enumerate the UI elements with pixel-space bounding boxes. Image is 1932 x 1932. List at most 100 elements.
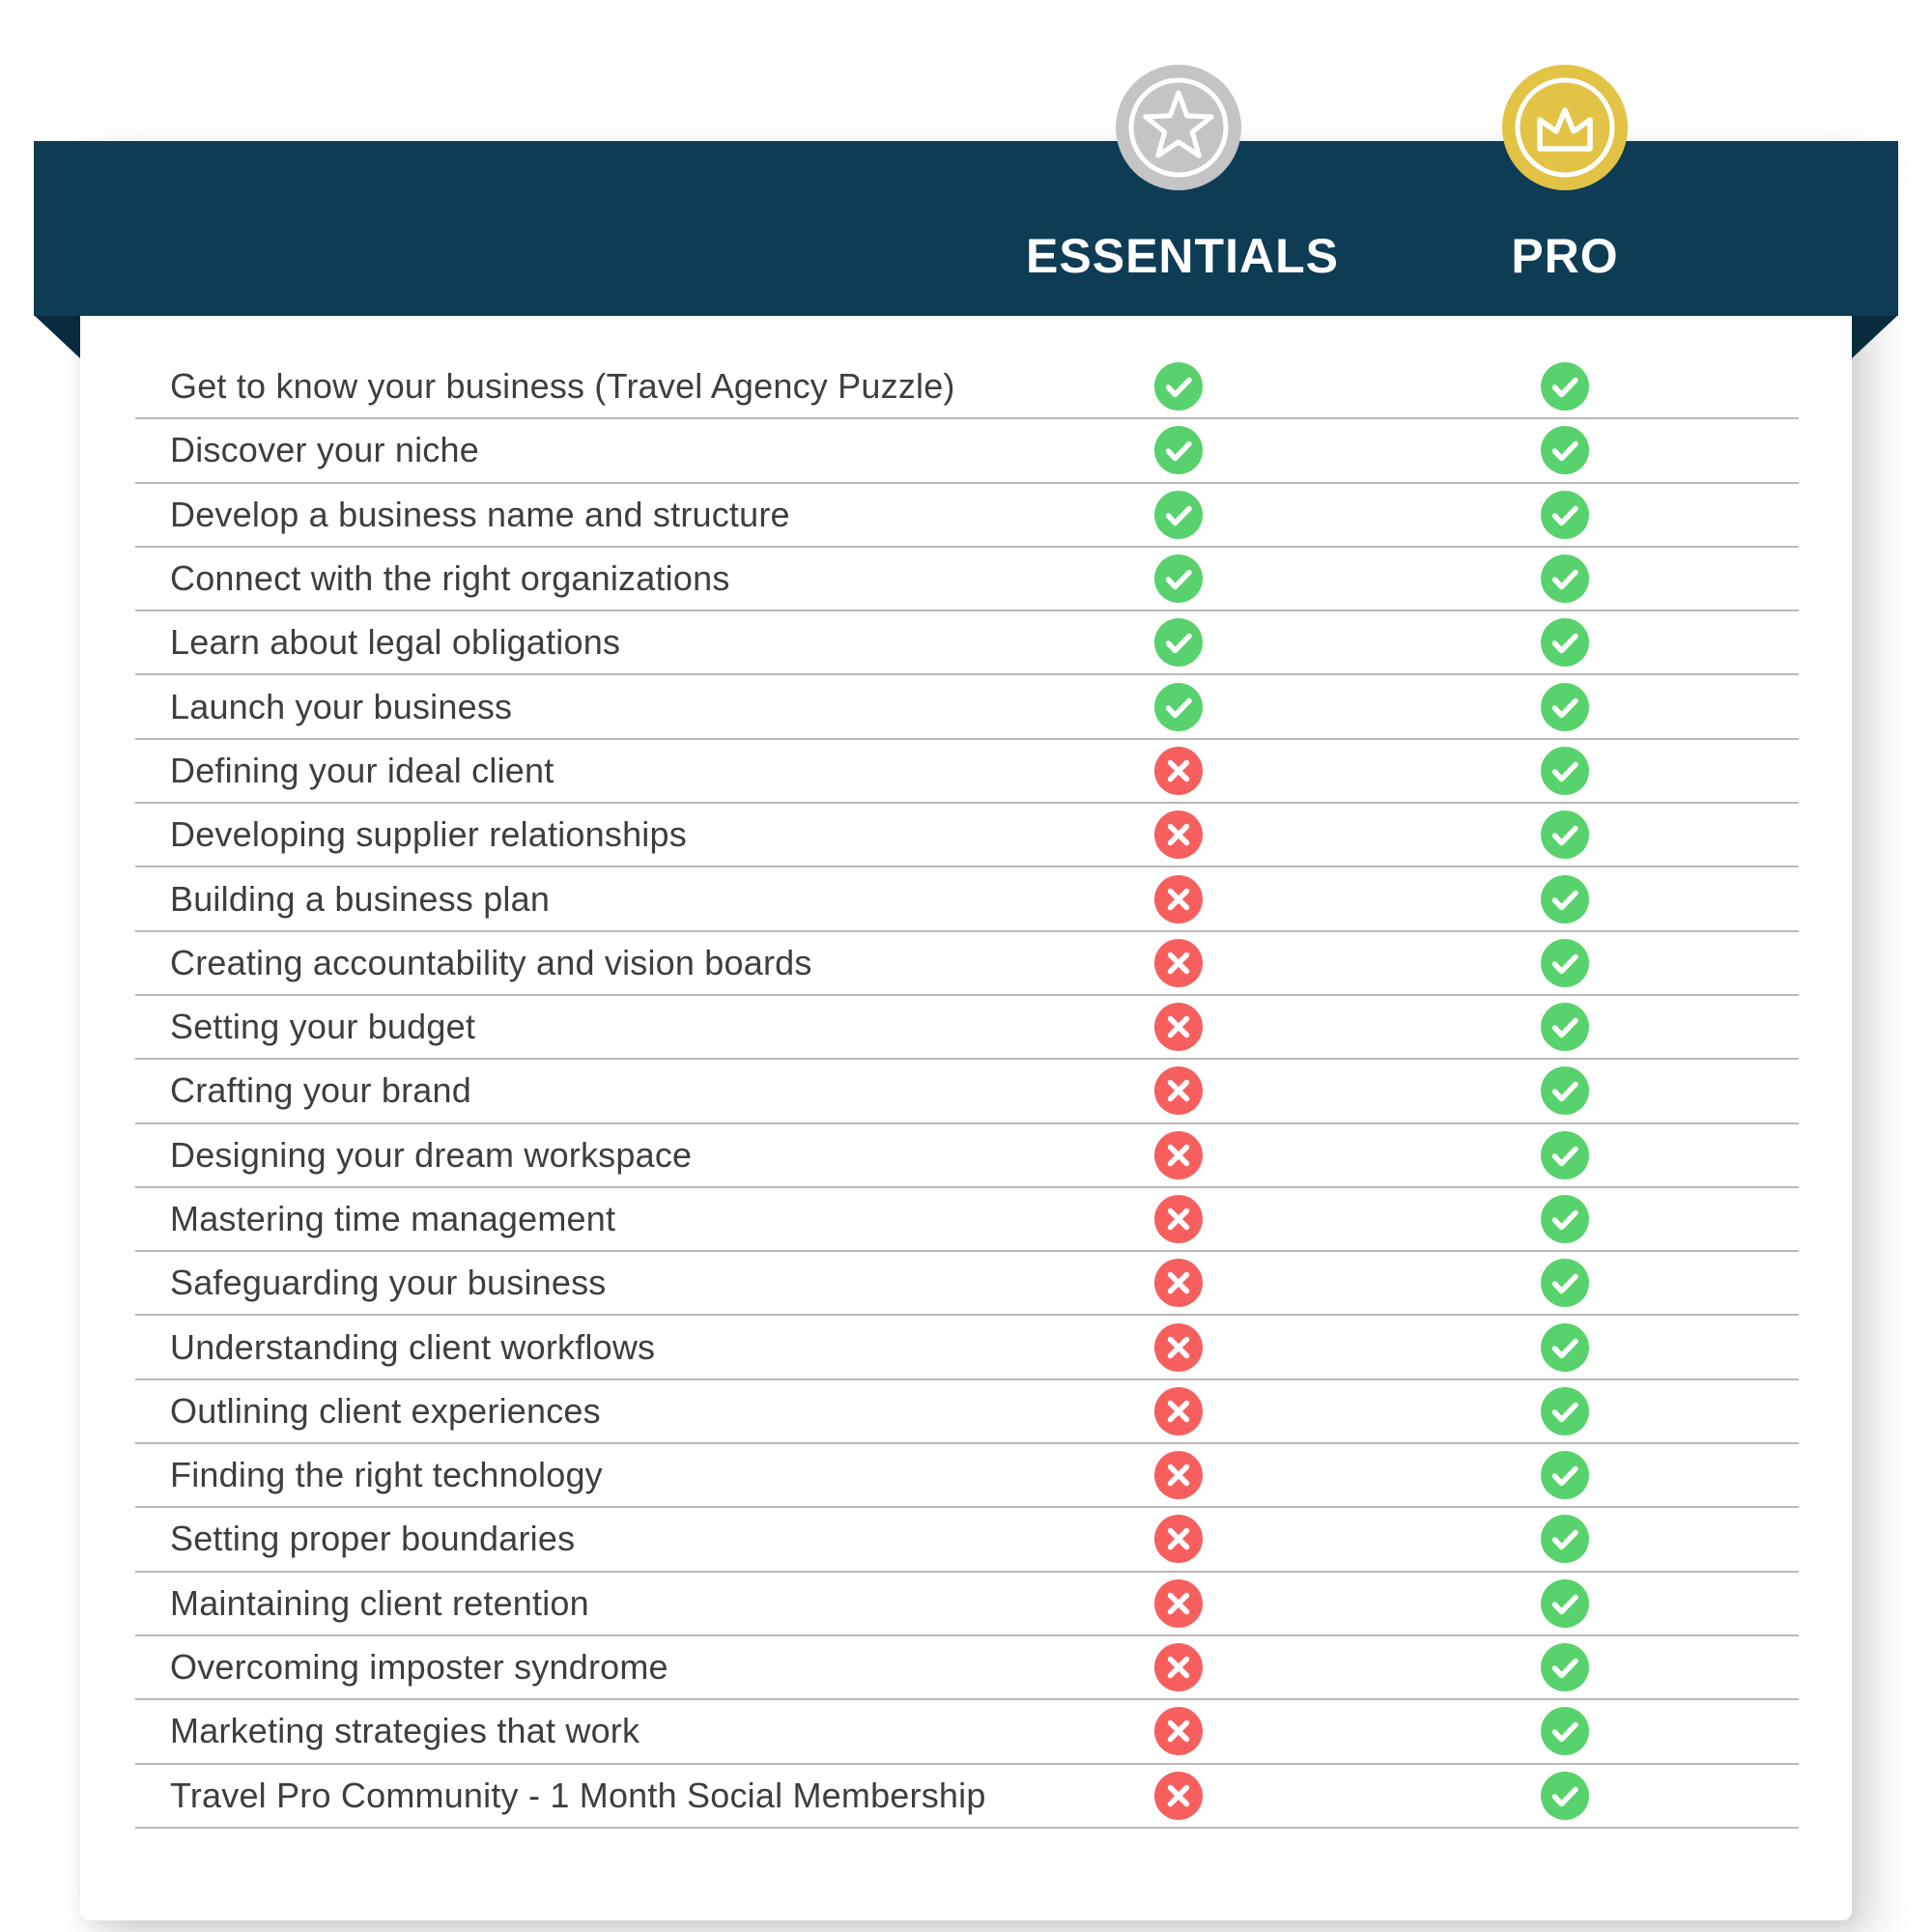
check-icon [1541,682,1589,731]
feature-label: Connect with the right organizations [170,558,730,599]
table-row: Defining your ideal client [135,740,1799,805]
feature-label: Defining your ideal client [170,750,554,790]
check-icon [1541,490,1589,539]
check-icon [1541,810,1589,860]
cross-icon [1154,746,1203,795]
check-icon [1541,1322,1589,1372]
essentials-status [1154,1578,1203,1628]
cross-icon [1154,1259,1203,1308]
pro-status [1541,1130,1589,1179]
pro-status [1541,1066,1589,1116]
check-icon [1541,426,1589,475]
check-icon [1541,1066,1589,1116]
feature-label: Overcoming imposter syndrome [170,1647,668,1688]
feature-label: Marketing strategies that work [170,1711,640,1751]
feature-label: Developing supplier relationships [170,814,687,855]
pro-status [1541,1451,1589,1500]
table-row: Overcoming imposter syndrome [135,1636,1799,1701]
feature-label: Maintaining client retention [170,1582,589,1623]
table-row: Develop a business name and structure [135,484,1799,548]
essentials-status [1154,810,1203,860]
pro-status [1541,1195,1589,1243]
table-row: Understanding client workflows [135,1316,1799,1380]
cross-icon [1154,1771,1203,1820]
ribbon-fold-left [34,315,80,358]
cross-icon [1154,1066,1203,1116]
essentials-status [1154,1515,1203,1564]
essentials-status [1154,874,1203,923]
crown-icon [1502,65,1628,190]
check-icon [1154,490,1203,539]
pro-status [1541,810,1589,860]
pro-status [1541,938,1589,987]
table-row: Travel Pro Community - 1 Month Social Me… [135,1765,1799,1829]
pro-status [1541,618,1589,668]
check-icon [1541,1259,1589,1308]
table-row: Safeguarding your business [135,1252,1799,1317]
feature-label: Setting your budget [170,1007,476,1047]
check-icon [1154,682,1203,731]
feature-label: Get to know your business (Travel Agency… [170,366,955,407]
feature-label: Creating accountability and vision board… [170,942,812,982]
feature-label: Mastering time management [170,1199,616,1238]
pro-status [1541,554,1589,604]
cross-icon [1154,1578,1203,1628]
cross-icon [1154,1451,1203,1500]
check-icon [1541,362,1589,412]
table-row: Get to know your business (Travel Agency… [135,355,1799,420]
pro-status [1541,1259,1589,1308]
feature-label: Launch your business [170,686,513,726]
essentials-badge [1116,65,1241,190]
table-row: Mastering time management [135,1188,1799,1253]
table-row: Finding the right technology [135,1444,1799,1509]
essentials-status [1154,1451,1203,1500]
table-row: Setting your budget [135,996,1799,1061]
essentials-status [1154,362,1203,412]
cross-icon [1154,1515,1203,1564]
pro-status [1541,426,1589,475]
essentials-status [1154,1771,1203,1820]
essentials-column-header: ESSENTIALS [1026,229,1339,283]
cross-icon [1154,938,1203,987]
table-row: Outlining client experiences [135,1380,1799,1445]
table-row: Connect with the right organizations [135,548,1799,612]
pro-status [1541,362,1589,412]
check-icon [1541,1707,1589,1756]
check-icon [1541,1643,1589,1692]
feature-label: Travel Pro Community - 1 Month Social Me… [170,1775,986,1815]
check-icon [1541,1451,1589,1500]
essentials-status [1154,554,1203,604]
check-icon [1541,1386,1589,1435]
pro-status [1541,746,1589,795]
check-icon [1541,1130,1589,1179]
check-icon [1541,618,1589,668]
cross-icon [1154,1003,1203,1052]
pro-status [1541,1386,1589,1435]
check-icon [1154,426,1203,475]
feature-label: Develop a business name and structure [170,494,790,534]
essentials-status [1154,1066,1203,1116]
essentials-status [1154,426,1203,475]
cross-icon [1154,874,1203,923]
cross-icon [1154,1707,1203,1756]
ribbon-fold-right [1852,315,1898,358]
essentials-status [1154,490,1203,539]
essentials-status [1154,1322,1203,1372]
essentials-status [1154,1130,1203,1179]
feature-label: Understanding client workflows [170,1326,656,1367]
check-icon [1154,362,1203,412]
feature-label: Building a business plan [170,878,551,919]
feature-label: Crafting your brand [170,1070,471,1111]
pro-status [1541,1515,1589,1564]
check-icon [1541,1003,1589,1052]
essentials-status [1154,682,1203,731]
essentials-status [1154,938,1203,987]
pro-status [1541,1322,1589,1372]
cross-icon [1154,1195,1203,1243]
table-row: Creating accountability and vision board… [135,932,1799,996]
check-icon [1541,746,1589,795]
feature-label: Safeguarding your business [170,1263,607,1303]
pro-status [1541,1771,1589,1820]
table-row: Discover your niche [135,419,1799,484]
essentials-status [1154,1003,1203,1052]
